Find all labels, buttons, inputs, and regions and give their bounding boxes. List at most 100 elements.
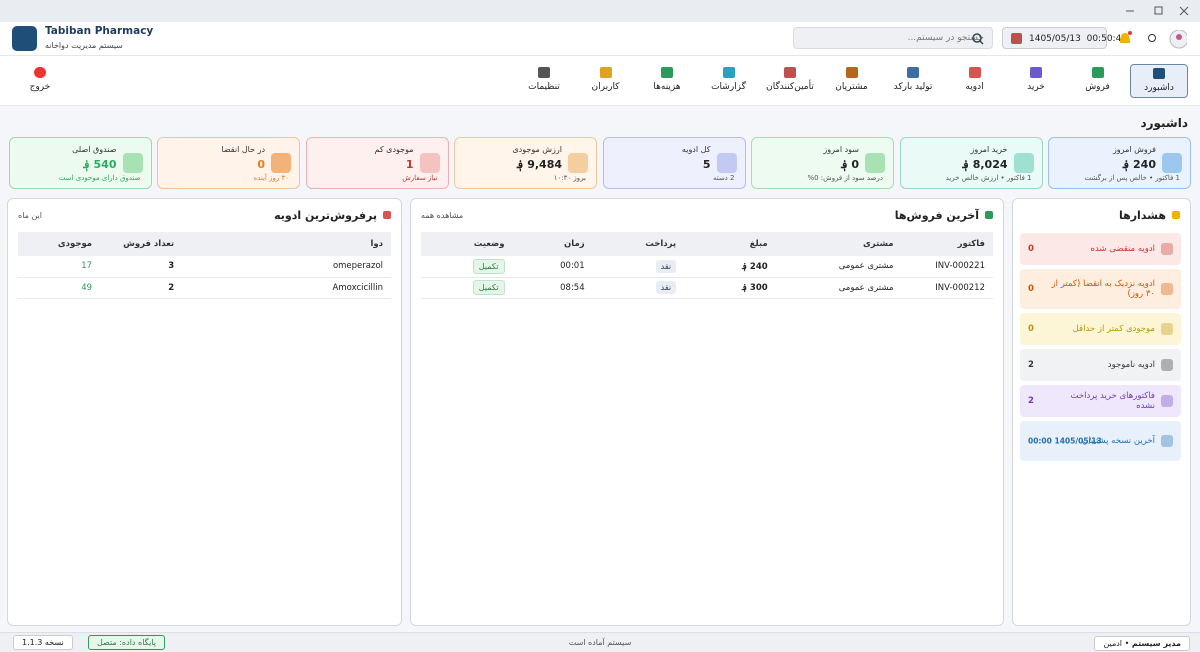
search-box[interactable]: جستجو در سیستم... — [793, 27, 993, 49]
card-label: سود امروز — [823, 145, 859, 154]
card-label: موجودی کم — [374, 145, 414, 154]
card-value: 0 ؋ — [841, 158, 859, 171]
nav-item[interactable]: تأمین‌کنندگان — [761, 64, 819, 98]
alert-value: 1405/05/13 00:00 — [1028, 436, 1102, 446]
table-row: Amoxcicillin 2 49 — [18, 277, 391, 299]
nav-label: کاربران — [591, 82, 620, 92]
alert-icon — [1161, 435, 1173, 447]
table-cell: نقد — [592, 256, 685, 278]
nav-icon — [1030, 67, 1042, 78]
stat-card: موجودی کم 1 نیاز سفارش — [305, 137, 449, 189]
view-all-link[interactable]: مشاهده همه — [421, 211, 464, 220]
recent-sales-panel: آخرین فروش‌ها مشاهده همه فاکتور مشتری مبلغ… — [410, 198, 1004, 626]
card-icon — [419, 153, 440, 173]
card-sub: نیاز سفارش — [402, 174, 438, 182]
nav-icon — [599, 67, 612, 78]
nav-label: ادویه — [965, 82, 984, 92]
alert-icon — [1161, 323, 1173, 335]
alert-icon — [1161, 359, 1173, 371]
card-label: فروش امروز — [1112, 145, 1156, 154]
status-bar: مدیر سیستم • ادمین سیستم آماده است پایگا… — [0, 632, 1200, 652]
card-icon — [568, 153, 588, 173]
column-header: تعداد فروش — [100, 232, 183, 256]
alert-item: ادویه ناموجود 2 — [1020, 349, 1181, 381]
header-actions[interactable] — [1117, 30, 1187, 50]
column-header: دوا — [182, 232, 391, 256]
nav-icon — [907, 67, 919, 78]
nav-label: تأمین‌کنندگان — [766, 82, 814, 92]
cell-text: 49 — [81, 282, 93, 293]
column-header: مشتری — [775, 232, 902, 256]
card-value: 8,024 ؋ — [962, 158, 1008, 171]
nav-label: تنظیمات — [528, 82, 560, 92]
nav-item[interactable]: خروج — [11, 64, 69, 98]
cell-text: 17 — [81, 261, 93, 272]
card-label: خرید امروز — [970, 145, 1008, 154]
alert-value: 0 — [1028, 324, 1034, 334]
column-header: موجودی — [18, 232, 101, 256]
table-cell: مشتری عمومی — [775, 277, 902, 299]
cell-text: 240 ؋ — [741, 261, 768, 272]
nav-label: تولید بارکد — [893, 82, 933, 92]
nav-label: داشبورد — [1144, 83, 1174, 93]
stat-card: در حال انقضا 0 ۳۰ روز آینده — [157, 137, 300, 189]
alert-label: آخرین نسخه پشتیبان — [1081, 436, 1155, 446]
nav-item[interactable]: تنظیمات — [515, 64, 573, 98]
cell-text: تکمیل — [472, 280, 505, 295]
nav-label: مشتریان — [835, 82, 868, 92]
window-controls[interactable] — [1120, 5, 1190, 17]
nav-item[interactable]: مشتریان — [823, 64, 881, 98]
card-value: 540 ؋ — [83, 158, 117, 171]
nav-icon — [968, 67, 981, 78]
nav-label: خرید — [1027, 82, 1045, 92]
card-icon — [271, 153, 291, 173]
card-label: در حال انقضا — [221, 145, 265, 154]
cell-text: 2 — [168, 282, 175, 293]
cell-text: 00:01 — [560, 261, 585, 272]
card-sub: 1 فاکتور • ارزش خالص خرید — [945, 174, 1032, 182]
table-cell: تکمیل — [421, 277, 513, 299]
table-cell: 240 ؋ — [684, 256, 776, 278]
nav-item[interactable]: فروش — [1069, 64, 1127, 98]
nav-item[interactable]: گزارشات — [700, 64, 758, 98]
table-row: omeperazol 3 17 — [18, 256, 391, 278]
nav-item[interactable]: خرید — [1007, 64, 1065, 98]
user-name: مدیر سیستم — [1131, 639, 1181, 648]
top-medicines-panel: پرفروش‌ترین ادویه این ماه دوا تعداد فروش م… — [7, 198, 402, 626]
cell-text: 3 — [168, 261, 175, 272]
alert-item: آخرین نسخه پشتیبان 1405/05/13 00:00 — [1020, 421, 1181, 461]
cell-text: مشتری عمومی — [838, 261, 894, 272]
nav-item[interactable]: ادویه — [946, 64, 1004, 98]
cell-text: نقد — [655, 259, 677, 273]
search-icon — [972, 33, 984, 45]
date: 1405/05/13 — [1029, 34, 1081, 44]
time: 00:50:42 — [1086, 34, 1128, 44]
table-row: INV-000221 مشتری عمومی 240 ؋ نقد 00:01 تکمیل — [421, 256, 993, 278]
card-icon — [1162, 153, 1182, 173]
table-cell: 17 — [18, 256, 101, 278]
nav-item[interactable]: داشبورد — [1130, 64, 1188, 98]
header-row: دوا تعداد فروش موجودی — [18, 232, 391, 256]
app-subtitle: سیستم مدیریت دواخانه — [45, 41, 123, 50]
table-cell: INV-000221 — [901, 256, 993, 278]
nav-item[interactable]: کاربران — [577, 64, 635, 98]
alert-item: ادویه نزدیک به انقضا (کمتر از ۳۰ روز) 0 — [1020, 269, 1181, 309]
nav-icon — [538, 67, 550, 78]
recent_sales-table: فاکتور مشتری مبلغ پرداخت زمان وضعیت INV-000221… — [421, 232, 993, 299]
cell-text: 08:54 — [560, 282, 585, 293]
table-cell: 300 ؋ — [684, 277, 776, 299]
card-sub: درصد سود از فروش: 0% — [807, 174, 883, 182]
alert-value: 2 — [1028, 396, 1034, 406]
alert-item: موجودی کمتر از حداقل 0 — [1020, 313, 1181, 345]
table-head: دوا تعداد فروش موجودی — [18, 232, 391, 256]
nav-item[interactable]: تولید بارکد — [884, 64, 942, 98]
sales-title: آخرین فروش‌ها — [894, 209, 979, 222]
stat-card: فروش امروز 240 ؋ 1 فاکتور • خالص پس از برگ… — [1048, 137, 1191, 189]
card-value: 240 ؋ — [1122, 158, 1156, 171]
cell-text: INV-000221 — [935, 261, 985, 272]
cell-text: نقد — [655, 281, 677, 294]
stat-card: خرید امروز 8,024 ؋ 1 فاکتور • ارزش خالص خر… — [899, 137, 1043, 189]
table-cell: نقد — [592, 277, 685, 299]
nav-item[interactable]: هزینه‌ها — [638, 64, 696, 98]
